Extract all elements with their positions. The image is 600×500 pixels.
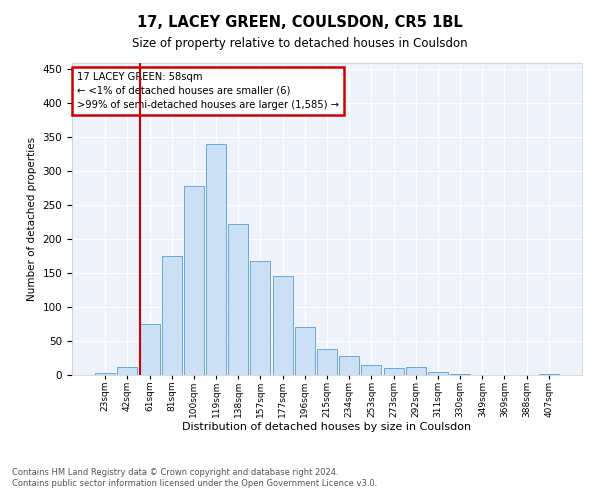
Bar	[162, 256, 182, 375]
Text: Size of property relative to detached houses in Coulsdon: Size of property relative to detached ho…	[132, 38, 468, 51]
Bar	[184, 186, 204, 375]
Bar	[140, 324, 160, 375]
Text: Contains HM Land Registry data © Crown copyright and database right 2024.
Contai: Contains HM Land Registry data © Crown c…	[12, 468, 377, 487]
Bar	[539, 374, 559, 375]
Bar	[95, 373, 115, 375]
Bar	[361, 365, 382, 375]
Bar	[250, 261, 271, 375]
Bar	[206, 144, 226, 375]
Bar	[428, 372, 448, 375]
Bar	[339, 356, 359, 375]
Bar	[228, 224, 248, 375]
Y-axis label: Number of detached properties: Number of detached properties	[27, 136, 37, 301]
Text: 17, LACEY GREEN, COULSDON, CR5 1BL: 17, LACEY GREEN, COULSDON, CR5 1BL	[137, 15, 463, 30]
Bar	[118, 367, 137, 375]
X-axis label: Distribution of detached houses by size in Coulsdon: Distribution of detached houses by size …	[182, 422, 472, 432]
Bar	[272, 276, 293, 375]
Bar	[317, 349, 337, 375]
Text: 17 LACEY GREEN: 58sqm
← <1% of detached houses are smaller (6)
>99% of semi-deta: 17 LACEY GREEN: 58sqm ← <1% of detached …	[77, 72, 339, 110]
Bar	[406, 367, 426, 375]
Bar	[450, 374, 470, 375]
Bar	[295, 328, 315, 375]
Bar	[383, 368, 404, 375]
